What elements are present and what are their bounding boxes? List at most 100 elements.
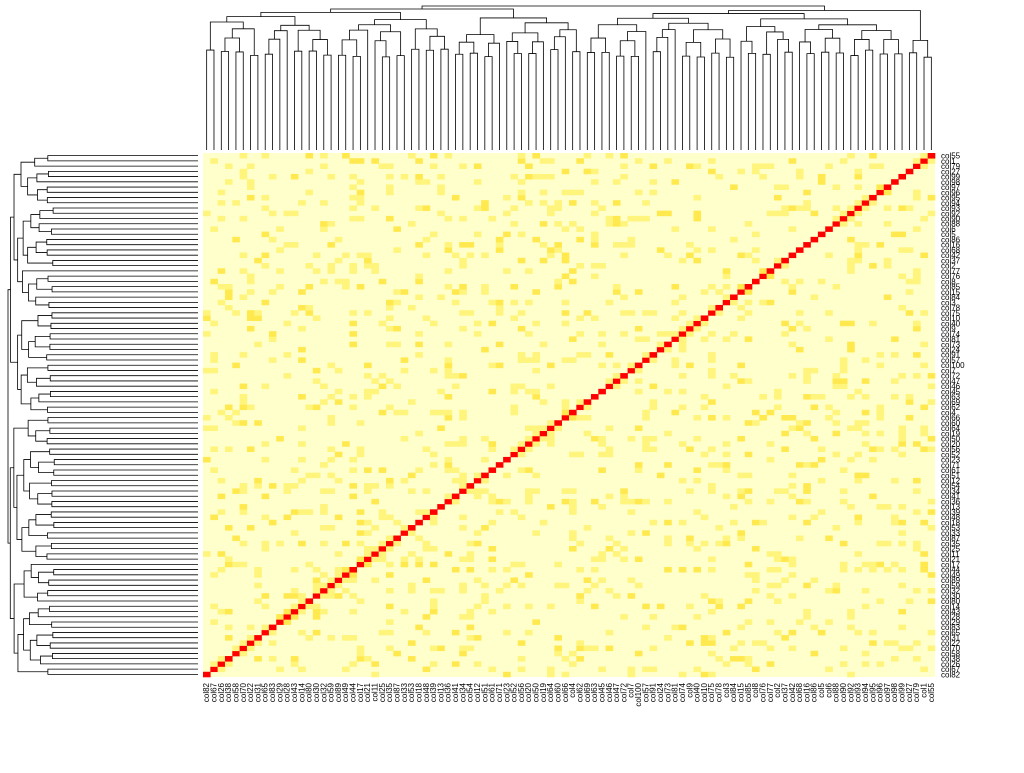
heatmap-cell	[224, 556, 233, 563]
heatmap-cell	[708, 598, 716, 604]
heatmap-cell	[693, 666, 702, 673]
heatmap-cell	[795, 420, 804, 426]
heatmap-cell	[898, 530, 907, 536]
heatmap-cell	[642, 336, 650, 342]
heatmap-cell	[744, 310, 753, 316]
heatmap-cell	[788, 483, 797, 489]
heatmap-cell	[708, 650, 716, 657]
heatmap-cell	[561, 488, 570, 494]
heatmap-cell	[737, 535, 745, 542]
heatmap-cell	[869, 561, 877, 568]
heatmap-cell	[773, 404, 782, 411]
heatmap-cell	[459, 257, 467, 264]
heatmap-cell	[334, 593, 343, 599]
heatmap-cell	[444, 467, 453, 473]
heatmap-cell	[708, 483, 716, 489]
row-label: col67	[941, 665, 961, 674]
row-label: col70	[941, 644, 961, 653]
heatmap-cell	[737, 656, 745, 662]
column-label: col88	[832, 682, 841, 702]
heatmap-cell	[312, 608, 321, 615]
heatmap-cell	[415, 179, 423, 185]
heatmap-cell	[356, 200, 365, 206]
heatmap-cell	[869, 200, 877, 206]
column-label: col64	[546, 682, 555, 702]
heatmap-cell	[371, 546, 379, 552]
heatmap-cell	[444, 551, 453, 557]
column-label: col27	[905, 682, 914, 702]
heatmap-cell	[744, 221, 753, 227]
heatmap-cell	[334, 278, 343, 285]
heatmap-cell	[254, 310, 262, 316]
heatmap-cell	[517, 189, 526, 196]
heatmap-cell	[671, 226, 680, 232]
heatmap-cell	[459, 582, 467, 589]
heatmap-cell	[444, 341, 453, 348]
heatmap-cell	[407, 153, 416, 159]
heatmap-cell	[488, 546, 497, 552]
heatmap-cell	[576, 315, 584, 321]
heatmap-cell	[371, 268, 379, 274]
heatmap-cell	[224, 446, 233, 452]
heatmap-cell	[334, 257, 343, 264]
heatmap-cell	[283, 614, 292, 620]
heatmap-cell	[210, 572, 218, 578]
heatmap-cell	[283, 373, 292, 379]
heatmap-cell	[766, 566, 775, 573]
heatmap-cell	[825, 415, 833, 421]
heatmap-cell	[839, 566, 848, 573]
heatmap-cell	[459, 284, 467, 290]
heatmap-cell	[371, 378, 379, 384]
heatmap-cell	[773, 551, 782, 557]
heatmap-cell	[788, 415, 797, 421]
heatmap-cell	[268, 210, 277, 217]
heatmap-cell	[825, 336, 833, 342]
heatmap-cell	[700, 315, 709, 321]
heatmap-cell	[429, 598, 438, 604]
column-label: col83	[268, 682, 277, 702]
heatmap-cell	[590, 168, 599, 175]
heatmap-cell	[429, 645, 438, 652]
heatmap-cell	[744, 299, 753, 306]
heatmap-cell	[715, 525, 724, 531]
row-label: col32	[941, 587, 961, 596]
heatmap-cell	[781, 430, 789, 437]
heatmap-cell	[364, 556, 372, 563]
heatmap-cell	[342, 441, 350, 447]
row-label: col74	[941, 330, 961, 339]
heatmap-cell	[290, 608, 299, 615]
heatmap-cell	[386, 341, 394, 348]
heatmap-cell	[561, 189, 570, 196]
heatmap-cell	[386, 587, 394, 594]
heatmap-cell	[239, 483, 248, 489]
heatmap-cell	[517, 514, 526, 521]
heatmap-cell	[203, 315, 211, 321]
heatmap-cell	[715, 310, 724, 316]
heatmap-cell	[210, 278, 218, 285]
heatmap-cell	[459, 215, 467, 222]
heatmap-cell	[605, 352, 614, 358]
column-label: col48	[422, 682, 431, 702]
heatmap-cell	[730, 373, 738, 379]
heatmap-cell	[847, 346, 855, 353]
row-label: col80	[941, 597, 961, 606]
heatmap-cell	[715, 540, 724, 547]
heatmap-cell	[422, 614, 431, 620]
column-label: col44	[349, 682, 358, 702]
heatmap-cell	[371, 556, 379, 563]
heatmap-cell	[612, 289, 621, 295]
heatmap-cell	[320, 383, 328, 390]
heatmap-cell	[342, 540, 350, 547]
heatmap-cell	[722, 535, 731, 542]
heatmap-cell	[898, 540, 907, 547]
heatmap-cell	[517, 158, 526, 164]
heatmap-cell	[576, 331, 584, 337]
heatmap-cell	[576, 598, 584, 604]
row-label: col2	[941, 262, 956, 271]
heatmap-cell	[386, 184, 394, 190]
heatmap-cell	[393, 540, 401, 547]
heatmap-cell	[832, 373, 841, 379]
heatmap-cell	[495, 341, 504, 348]
heatmap-cell	[532, 153, 541, 159]
